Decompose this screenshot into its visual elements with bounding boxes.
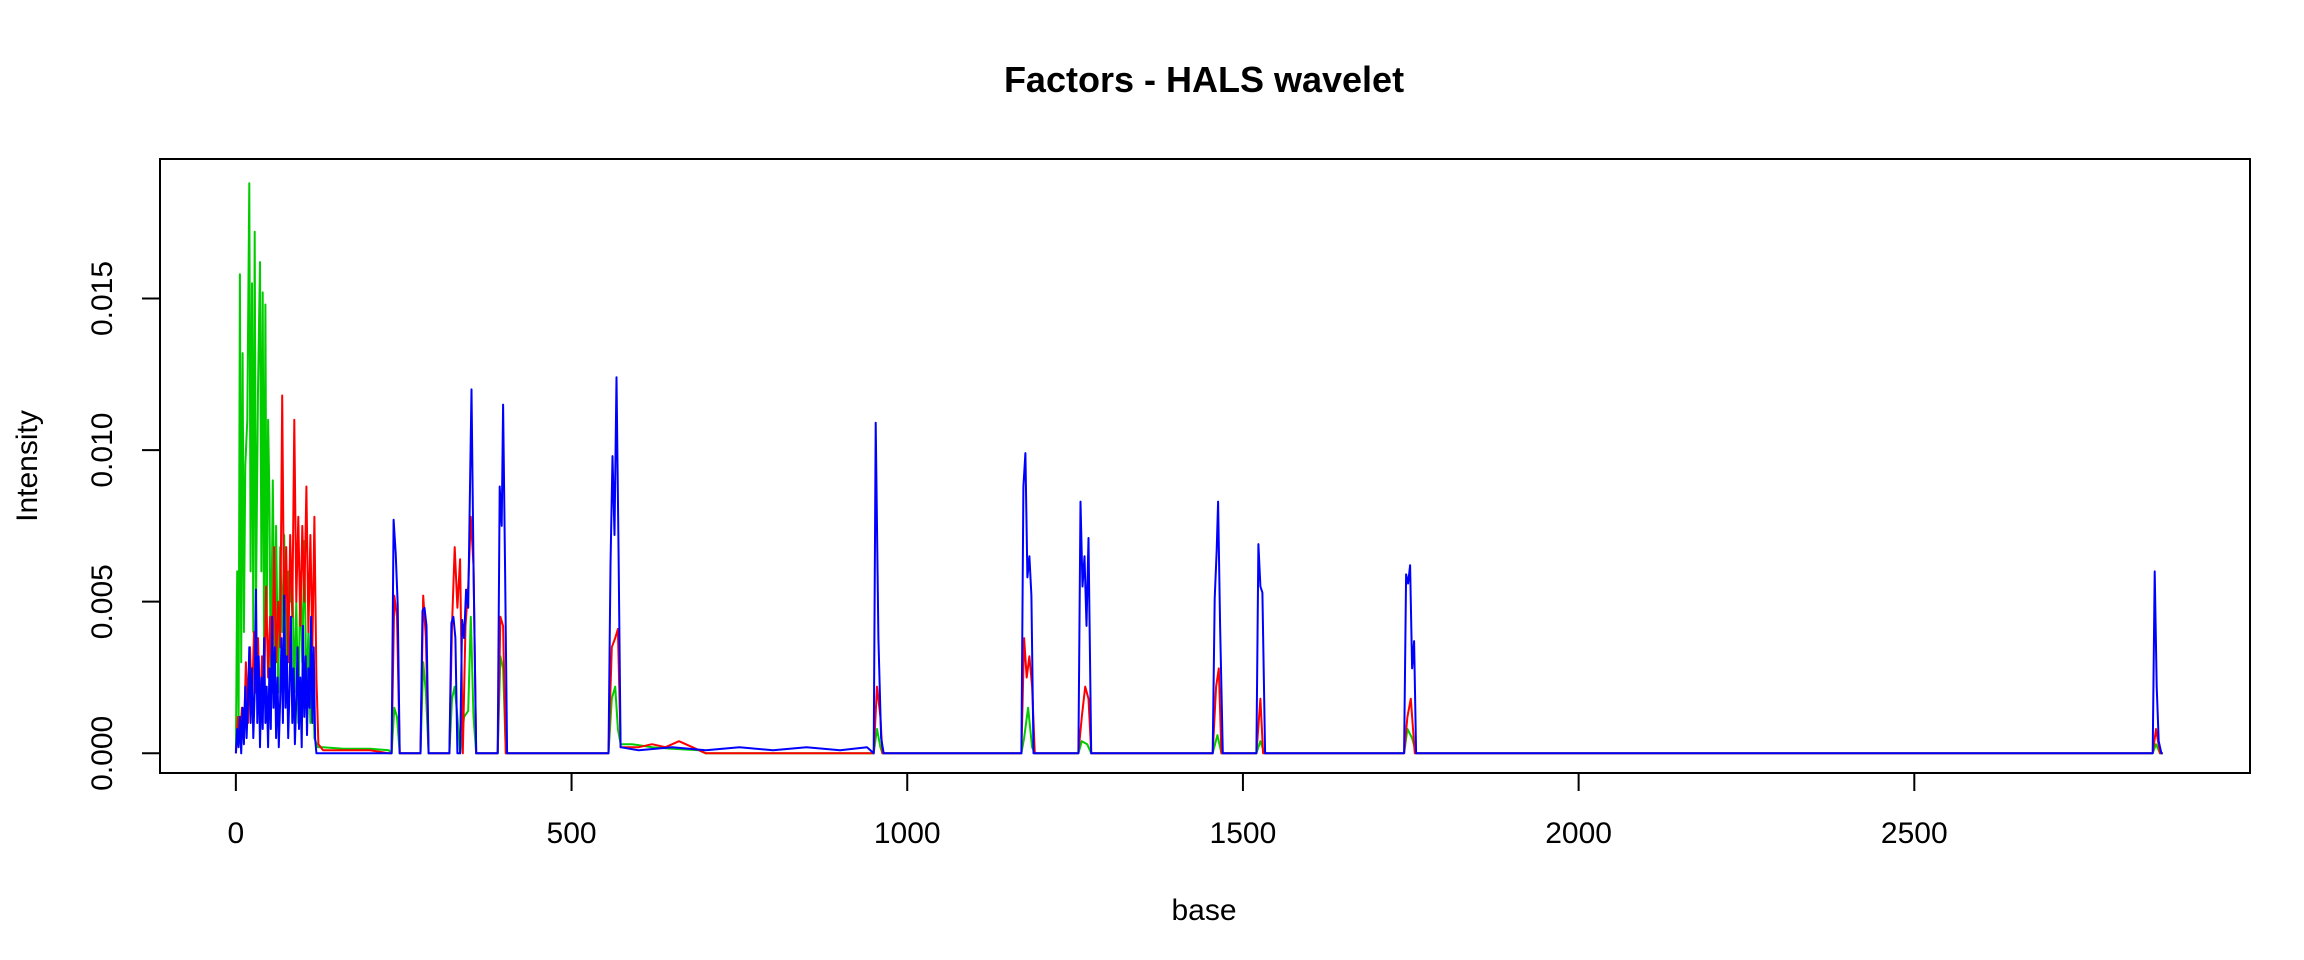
series-layer	[234, 182, 2163, 755]
series-line-2	[234, 394, 2163, 755]
y-tick-label: 0.010	[86, 413, 119, 488]
y-tick-label: 0.005	[86, 564, 119, 639]
series-line-1	[234, 182, 2163, 755]
y-tick-label: 0.015	[86, 261, 119, 336]
x-tick-label: 1000	[874, 817, 941, 850]
x-tick-label: 2500	[1881, 817, 1948, 850]
y-axis: 0.000 0.005 0.010 0.015	[86, 261, 161, 791]
y-tick-label: 0.000	[86, 716, 119, 791]
chart-title: Factors - HALS wavelet	[1004, 59, 1404, 100]
x-tick-label: 500	[547, 817, 597, 850]
x-tick-label: 2000	[1545, 817, 1612, 850]
x-axis: 0 500 1000 1500 2000 2500	[228, 772, 1948, 850]
series-line-3	[234, 376, 2163, 755]
x-tick-label: 1500	[1210, 817, 1277, 850]
y-axis-label: Intensity	[11, 410, 44, 522]
x-tick-label: 0	[228, 817, 245, 850]
x-axis-label: base	[1171, 894, 1236, 927]
